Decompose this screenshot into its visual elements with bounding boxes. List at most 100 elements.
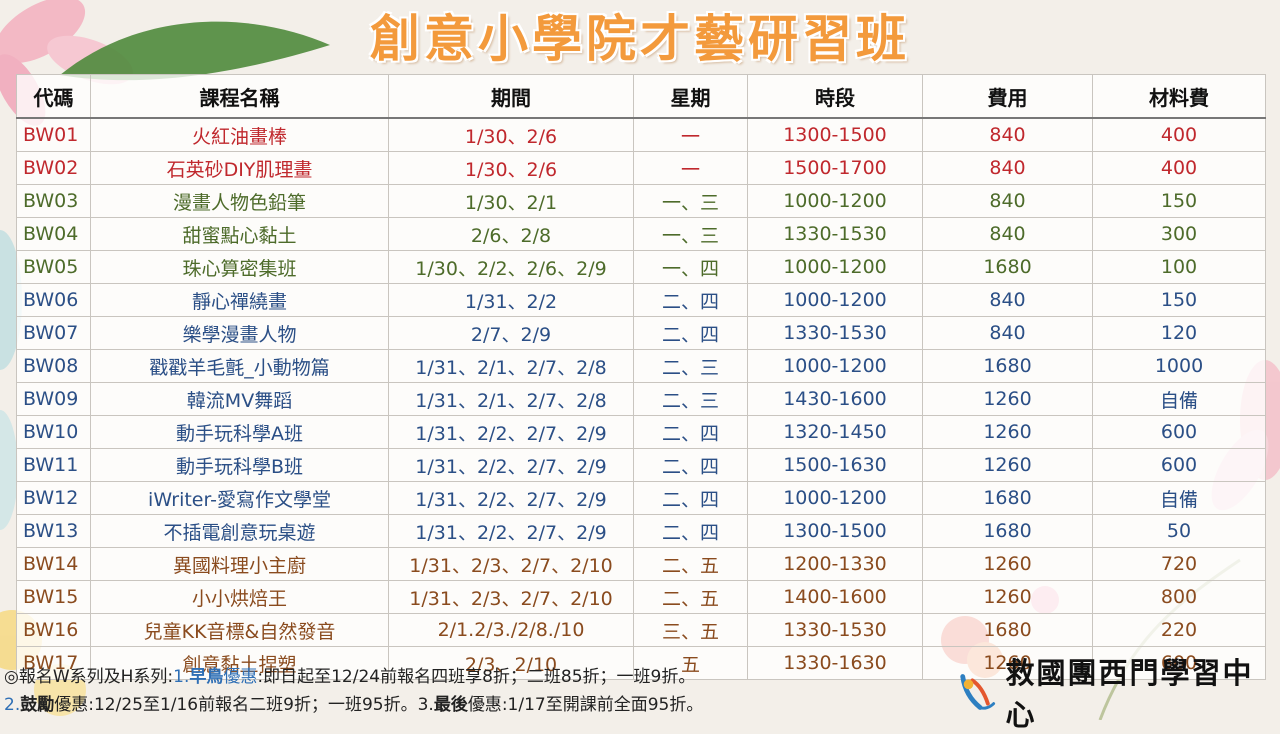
course-weekday: 二、四 <box>633 283 748 317</box>
course-material-fee: 120 <box>1092 316 1266 350</box>
course-weekday: 二、四 <box>633 481 748 515</box>
organization-logo-icon <box>960 674 996 710</box>
course-material-fee: 600 <box>1092 415 1266 449</box>
course-weekday: 一、三 <box>633 217 748 251</box>
course-period: 1/31、2/3、2/7、2/10 <box>388 547 634 581</box>
course-time: 1330-1530 <box>747 316 923 350</box>
course-material-fee: 400 <box>1092 151 1266 185</box>
course-fee: 1260 <box>922 547 1093 581</box>
table-header-row: 代碼 課程名稱 期間 星期 時段 費用 材料費 <box>16 74 1266 119</box>
course-period: 1/31、2/2、2/7、2/9 <box>388 415 634 449</box>
course-time: 1320-1450 <box>747 415 923 449</box>
course-material-fee: 150 <box>1092 184 1266 218</box>
early-bird-number: 1. <box>173 667 190 687</box>
course-name: 韓流MV舞蹈 <box>90 382 389 416</box>
course-name: 漫畫人物色鉛筆 <box>90 184 389 218</box>
table-row: BW04 甜蜜點心黏土 2/6、2/8 一、三 1330-1530 840 300 <box>16 217 1266 251</box>
course-period: 1/30、2/2、2/6、2/9 <box>388 250 634 284</box>
course-code: BW05 <box>16 250 91 284</box>
course-time: 1430-1600 <box>747 382 923 416</box>
course-period: 1/31、2/2、2/7、2/9 <box>388 448 634 482</box>
course-period: 1/31、2/2、2/7、2/9 <box>388 481 634 515</box>
green-leaf-icon <box>60 21 330 81</box>
table-row: BW02 石英砂DIY肌理畫 1/30、2/6 一 1500-1700 840 400 <box>16 151 1266 185</box>
header-period: 期間 <box>388 74 634 119</box>
course-code: BW15 <box>16 580 91 614</box>
course-code: BW16 <box>16 613 91 647</box>
course-weekday: 二、四 <box>633 316 748 350</box>
table-row: BW08 戳戳羊毛氈_小動物篇 1/31、2/1、2/7、2/8 二、三 1000-12… <box>16 349 1266 383</box>
course-weekday: 三、五 <box>633 613 748 647</box>
course-code: BW12 <box>16 481 91 515</box>
early-bird-label: 早鳥 <box>189 667 224 687</box>
course-name: 戳戳羊毛氈_小動物篇 <box>90 349 389 383</box>
course-period: 2/6、2/8 <box>388 217 634 251</box>
course-period: 1/31、2/1、2/7、2/8 <box>388 349 634 383</box>
notes-prefix: ◎報名W系列及H系列: <box>4 667 174 687</box>
course-name: 火紅油畫棒 <box>90 117 389 152</box>
table-row: BW11 動手玩科學B班 1/31、2/2、2/7、2/9 二、四 1500-1630 1… <box>16 448 1266 482</box>
course-time: 1300-1500 <box>747 117 923 152</box>
course-name: 動手玩科學A班 <box>90 415 389 449</box>
course-fee: 1260 <box>922 448 1093 482</box>
course-fee: 840 <box>922 151 1093 185</box>
course-material-fee: 自備 <box>1092 481 1266 515</box>
discount-line-2: 2.鼓勵優惠:12/25至1/16前報名二班9折；一班95折。3.最後優惠:1/… <box>4 691 954 719</box>
encourage-terms: :12/25至1/16前報名二班9折；一班95折。 <box>88 695 418 715</box>
course-period: 1/30、2/1 <box>388 184 634 218</box>
course-material-fee: 150 <box>1092 283 1266 317</box>
course-weekday: 一、四 <box>633 250 748 284</box>
table-row: BW14 異國料理小主廚 1/31、2/3、2/7、2/10 二、五 1200-1330… <box>16 547 1266 581</box>
course-time: 1300-1500 <box>747 514 923 548</box>
course-material-fee: 600 <box>1092 646 1266 680</box>
course-name: 異國料理小主廚 <box>90 547 389 581</box>
course-name: 樂學漫畫人物 <box>90 316 389 350</box>
course-time: 1500-1700 <box>747 151 923 185</box>
course-fee: 1260 <box>922 382 1093 416</box>
course-fee: 840 <box>922 316 1093 350</box>
course-code: BW02 <box>16 151 91 185</box>
course-weekday: 二、四 <box>633 448 748 482</box>
table-row: BW05 珠心算密集班 1/30、2/2、2/6、2/9 一、四 1000-1200 16… <box>16 250 1266 284</box>
course-name: 小小烘焙王 <box>90 580 389 614</box>
encourage-label: 鼓勵 <box>20 695 55 715</box>
course-fee: 1680 <box>922 514 1093 548</box>
table-row: BW06 靜心禪繞畫 1/31、2/2 二、四 1000-1200 840 150 <box>16 283 1266 317</box>
course-fee: 1260 <box>922 580 1093 614</box>
course-period: 1/31、2/3、2/7、2/10 <box>388 580 634 614</box>
course-code: BW10 <box>16 415 91 449</box>
course-fee: 1680 <box>922 349 1093 383</box>
course-code: BW08 <box>16 349 91 383</box>
course-code: BW14 <box>16 547 91 581</box>
organization-name: 救國團西門學習中心 <box>1005 656 1254 732</box>
course-name: 珠心算密集班 <box>90 250 389 284</box>
course-time: 1000-1200 <box>747 481 923 515</box>
course-weekday: 一 <box>633 151 748 185</box>
course-table: 代碼 課程名稱 期間 星期 時段 費用 材料費 BW01 火紅油畫棒 1/30、2/… <box>16 74 1266 680</box>
course-weekday: 二、四 <box>633 415 748 449</box>
table-row: BW10 動手玩科學A班 1/31、2/2、2/7、2/9 二、四 1320-1450 1… <box>16 415 1266 449</box>
encourage-discount-label: 優惠 <box>54 695 89 715</box>
course-period: 1/30、2/6 <box>388 117 634 152</box>
course-period: 1/30、2/6 <box>388 151 634 185</box>
last-label: 最後 <box>433 695 468 715</box>
course-fee: 1680 <box>922 250 1093 284</box>
course-weekday: 二、四 <box>633 514 748 548</box>
course-name: 動手玩科學B班 <box>90 448 389 482</box>
course-code: BW06 <box>16 283 91 317</box>
table-row: BW01 火紅油畫棒 1/30、2/6 一 1300-1500 840 400 <box>16 117 1266 152</box>
course-fee: 1680 <box>922 613 1093 647</box>
course-code: BW03 <box>16 184 91 218</box>
early-bird-terms: :即日起至12/24前報名四班享8折；二班85折；一班9折。 <box>257 667 696 687</box>
course-code: BW07 <box>16 316 91 350</box>
course-code: BW11 <box>16 448 91 482</box>
course-fee: 1260 <box>922 415 1093 449</box>
table-row: BW09 韓流MV舞蹈 1/31、2/1、2/7、2/8 二、三 1430-1600 12… <box>16 382 1266 416</box>
course-period: 1/31、2/1、2/7、2/8 <box>388 382 634 416</box>
course-material-fee: 自備 <box>1092 382 1266 416</box>
header-course-name: 課程名稱 <box>90 74 389 119</box>
course-time: 1000-1200 <box>747 283 923 317</box>
course-name: 靜心禪繞畫 <box>90 283 389 317</box>
course-time: 1400-1600 <box>747 580 923 614</box>
course-time: 1200-1330 <box>747 547 923 581</box>
